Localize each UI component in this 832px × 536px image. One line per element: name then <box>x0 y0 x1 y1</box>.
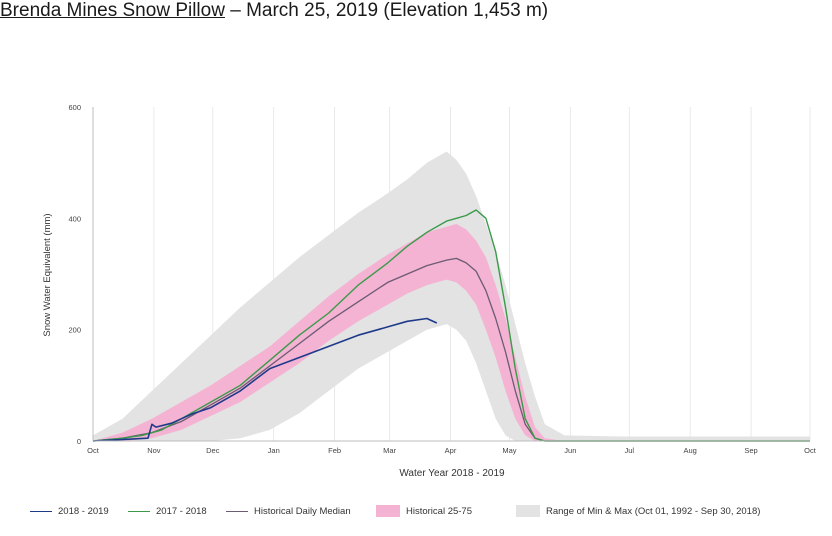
line-2018-2019 <box>92 317 438 442</box>
x-tick-label: Jul <box>624 446 634 455</box>
legend-item-2017-2018: 2017 - 2018 <box>128 504 207 518</box>
legend-swatch-median <box>226 510 248 512</box>
legend-item-min-max: Range of Min & Max (Oct 01, 1992 - Sep 3… <box>516 504 760 518</box>
x-axis-label: Water Year 2018 - 2019 <box>399 468 505 479</box>
legend-label: Historical Daily Median <box>254 505 351 517</box>
axes <box>92 107 810 442</box>
legend-item-median: Historical Daily Median <box>226 504 351 518</box>
x-tick-label: Dec <box>206 446 220 455</box>
y-ticks: 0 200 400 600 <box>68 103 81 446</box>
y-axis-label: Snow Water Equivalent (mm) <box>42 213 53 336</box>
band-25-75 <box>93 223 810 441</box>
x-tick-label: Nov <box>147 446 161 455</box>
x-tick-label: Aug <box>683 446 696 455</box>
x-tick-label: May <box>502 446 516 455</box>
x-tick-label: Oct <box>804 446 817 455</box>
legend-swatch-25-75 <box>376 505 400 517</box>
page-title: Brenda Mines Snow Pillow – March 25, 201… <box>0 0 548 22</box>
station-name: Brenda Mines Snow Pillow <box>0 0 225 21</box>
y-tick-label: 0 <box>77 437 81 446</box>
title-date-elevation: – March 25, 2019 (Elevation 1,453 m) <box>224 0 549 21</box>
y-tick-label: 200 <box>68 326 81 335</box>
y-tick-label: 600 <box>68 103 81 112</box>
legend-label: 2018 - 2019 <box>58 505 109 517</box>
legend-item-2018-2019: 2018 - 2019 <box>30 504 109 518</box>
x-tick-label: Jan <box>268 446 280 455</box>
x-tick-label: Mar <box>383 446 396 455</box>
legend-label: Historical 25-75 <box>406 505 472 517</box>
x-ticks: Oct Nov Dec Jan Feb Mar Apr May Jun Jul Aug Sep Oct <box>87 446 817 455</box>
y-tick-label: 400 <box>68 214 81 223</box>
x-tick-label: Sep <box>744 446 757 455</box>
legend-label: 2017 - 2018 <box>156 505 207 517</box>
legend-label: Range of Min & Max (Oct 01, 1992 - Sep 3… <box>546 505 761 517</box>
x-tick-label: Apr <box>445 446 457 455</box>
legend-swatch-2018-2019 <box>30 510 52 512</box>
x-tick-label: Jun <box>564 446 576 455</box>
bands <box>93 151 810 441</box>
legend-swatch-min-max <box>516 505 540 517</box>
x-tick-label: Feb <box>328 446 341 455</box>
legend-item-25-75: Historical 25-75 <box>376 504 472 518</box>
x-tick-label: Oct <box>87 446 100 455</box>
legend-swatch-2017-2018 <box>128 510 150 512</box>
